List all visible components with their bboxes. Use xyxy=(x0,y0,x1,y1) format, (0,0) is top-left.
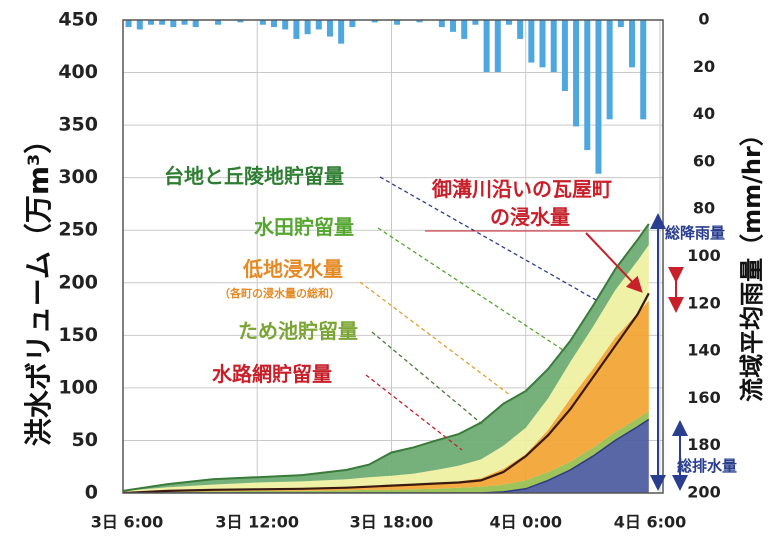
rainfall-bars xyxy=(125,20,647,174)
rain-bar xyxy=(125,20,132,28)
rain-bar xyxy=(394,20,401,25)
stacked-areas xyxy=(123,223,650,493)
y-tick-left: 50 xyxy=(72,429,98,451)
rain-bar xyxy=(617,20,624,28)
y-tick-left: 200 xyxy=(58,271,98,293)
rain-bar xyxy=(326,20,333,37)
leader-line xyxy=(359,281,511,396)
y-tick-left: 100 xyxy=(58,376,98,398)
rain-bar xyxy=(315,20,322,30)
rain-bar xyxy=(629,20,636,68)
leader-line xyxy=(377,227,567,353)
y-tick-left: 0 xyxy=(85,482,98,504)
rain-bar xyxy=(528,20,535,63)
x-tick: 3日 12:00 xyxy=(215,513,299,532)
label-waterway-storage: 水路網貯留量 xyxy=(212,362,332,386)
rain-bar xyxy=(349,20,356,28)
rain-bar xyxy=(595,20,602,174)
rain-bar xyxy=(472,20,479,25)
x-tick: 3日 18:00 xyxy=(350,513,434,532)
y-tick-right: 180 xyxy=(687,435,720,454)
x-tick: 3日 6:00 xyxy=(91,513,164,532)
y-tick-left: 450 xyxy=(58,9,98,31)
rain-bar xyxy=(338,20,345,44)
leader-line xyxy=(365,374,463,451)
axes: 0 50 100 150 200 250 300 350 400 450 0 20 40 60 80 100 1… xyxy=(58,9,720,532)
y-tick-left: 250 xyxy=(58,219,98,241)
y-tick-right: 120 xyxy=(687,293,720,312)
label-lowland-flood: 低地浸水量 xyxy=(242,257,343,281)
rain-bar xyxy=(282,20,289,30)
y-axis-right-title: 流域平均雨量（mm/hr） xyxy=(738,122,766,402)
rain-bar xyxy=(147,20,154,25)
y-tick-right: 0 xyxy=(698,10,709,29)
y-tick-right: 60 xyxy=(693,151,715,170)
y-tick-right: 100 xyxy=(687,246,720,265)
leader-lines xyxy=(359,176,643,451)
x-tick: 4日 6:00 xyxy=(614,513,687,532)
label-lowland-subnote: （各町の浸水量の総和） xyxy=(219,286,340,300)
rain-bar xyxy=(293,20,300,39)
label-pond-storage: ため池貯留量 xyxy=(238,319,358,343)
kawaramachi-pointer xyxy=(585,232,643,293)
rain-bar xyxy=(550,20,557,73)
y-tick-left: 150 xyxy=(58,324,98,346)
rain-bar xyxy=(561,20,568,91)
rain-bar xyxy=(215,20,222,25)
total-edge-line xyxy=(123,223,650,492)
x-tick: 4日 0:00 xyxy=(489,513,562,532)
rain-bar xyxy=(438,20,445,28)
leader-line xyxy=(371,331,483,425)
y-tick-left: 400 xyxy=(58,61,98,83)
rain-bar xyxy=(640,20,647,120)
y-tick-right: 40 xyxy=(693,104,715,123)
y-axis-left-title: 洪水ボリューム（万m³） xyxy=(22,126,55,447)
rain-bar xyxy=(170,20,177,28)
rain-bar xyxy=(159,20,166,25)
rain-bar xyxy=(416,20,423,23)
y-tick-right: 80 xyxy=(693,199,715,218)
y-tick-left: 300 xyxy=(58,166,98,188)
rain-bar xyxy=(606,20,613,120)
rain-bar xyxy=(259,20,266,25)
label-upland-storage: 台地と丘陵地貯留量 xyxy=(164,164,344,188)
y-tick-left: 350 xyxy=(58,114,98,136)
rain-bar xyxy=(181,20,188,25)
y-tick-right: 160 xyxy=(687,388,720,407)
label-kawaramachi-line2: の浸水量 xyxy=(490,205,570,229)
rain-bar xyxy=(271,20,278,28)
area-waterway xyxy=(123,419,649,493)
y-tick-right: 20 xyxy=(693,57,715,76)
rain-bar xyxy=(450,20,457,32)
rain-bar xyxy=(304,20,311,35)
rain-bar xyxy=(483,20,490,73)
rain-bar xyxy=(192,20,199,28)
area-upland xyxy=(123,223,649,491)
y-tick-right: 200 xyxy=(687,483,720,502)
rain-bar xyxy=(505,20,512,25)
kawaramachi-line xyxy=(123,292,650,493)
rain-bar xyxy=(573,20,580,127)
rain-bar xyxy=(136,20,143,30)
rain-bar xyxy=(517,20,524,39)
label-total-discharge: 総排水量 xyxy=(677,457,737,475)
rain-bar xyxy=(494,20,501,73)
waterway-edge-line xyxy=(123,418,650,493)
rain-bar xyxy=(461,20,468,39)
label-paddy-storage: 水田貯留量 xyxy=(254,215,354,239)
rain-bar xyxy=(584,20,591,151)
rain-bar xyxy=(237,20,244,23)
label-kawaramachi-line1: 御溝川沿いの瓦屋町 xyxy=(431,177,612,201)
rain-bar xyxy=(371,20,378,23)
label-total-rain: 総降雨量 xyxy=(665,224,725,242)
y-tick-right: 140 xyxy=(687,341,720,360)
rain-bar xyxy=(539,20,546,68)
